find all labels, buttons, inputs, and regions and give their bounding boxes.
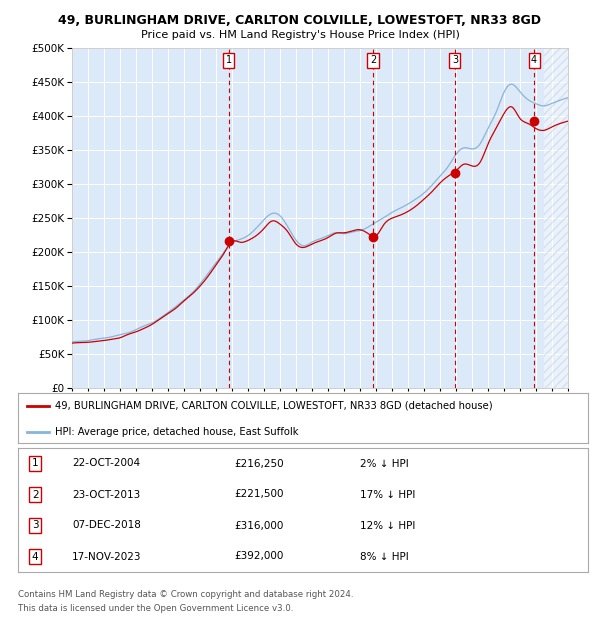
- Text: 17-NOV-2023: 17-NOV-2023: [72, 552, 142, 562]
- Text: 2: 2: [32, 490, 38, 500]
- Text: £216,250: £216,250: [235, 459, 284, 469]
- Text: 07-DEC-2018: 07-DEC-2018: [72, 521, 141, 531]
- Text: 22-OCT-2004: 22-OCT-2004: [72, 459, 140, 469]
- Text: 8% ↓ HPI: 8% ↓ HPI: [360, 552, 409, 562]
- Text: 4: 4: [531, 55, 537, 66]
- Text: 17% ↓ HPI: 17% ↓ HPI: [360, 490, 415, 500]
- Text: 1: 1: [32, 459, 38, 469]
- Text: 12% ↓ HPI: 12% ↓ HPI: [360, 521, 415, 531]
- Text: £316,000: £316,000: [235, 521, 284, 531]
- Text: Contains HM Land Registry data © Crown copyright and database right 2024.: Contains HM Land Registry data © Crown c…: [18, 590, 353, 599]
- Text: 3: 3: [452, 55, 458, 66]
- Text: 2% ↓ HPI: 2% ↓ HPI: [360, 459, 409, 469]
- Text: £392,000: £392,000: [235, 552, 284, 562]
- Text: 49, BURLINGHAM DRIVE, CARLTON COLVILLE, LOWESTOFT, NR33 8GD: 49, BURLINGHAM DRIVE, CARLTON COLVILLE, …: [59, 14, 542, 27]
- Bar: [544, 48, 568, 388]
- Text: 4: 4: [32, 552, 38, 562]
- Text: 2: 2: [370, 55, 376, 66]
- Text: HPI: Average price, detached house, East Suffolk: HPI: Average price, detached house, East…: [55, 427, 299, 437]
- Text: 1: 1: [226, 55, 232, 66]
- Text: 3: 3: [32, 521, 38, 531]
- Text: 49, BURLINGHAM DRIVE, CARLTON COLVILLE, LOWESTOFT, NR33 8GD (detached house): 49, BURLINGHAM DRIVE, CARLTON COLVILLE, …: [55, 401, 493, 410]
- Text: This data is licensed under the Open Government Licence v3.0.: This data is licensed under the Open Gov…: [18, 604, 293, 613]
- Text: 23-OCT-2013: 23-OCT-2013: [72, 490, 140, 500]
- Text: Price paid vs. HM Land Registry's House Price Index (HPI): Price paid vs. HM Land Registry's House …: [140, 30, 460, 40]
- Text: £221,500: £221,500: [235, 490, 284, 500]
